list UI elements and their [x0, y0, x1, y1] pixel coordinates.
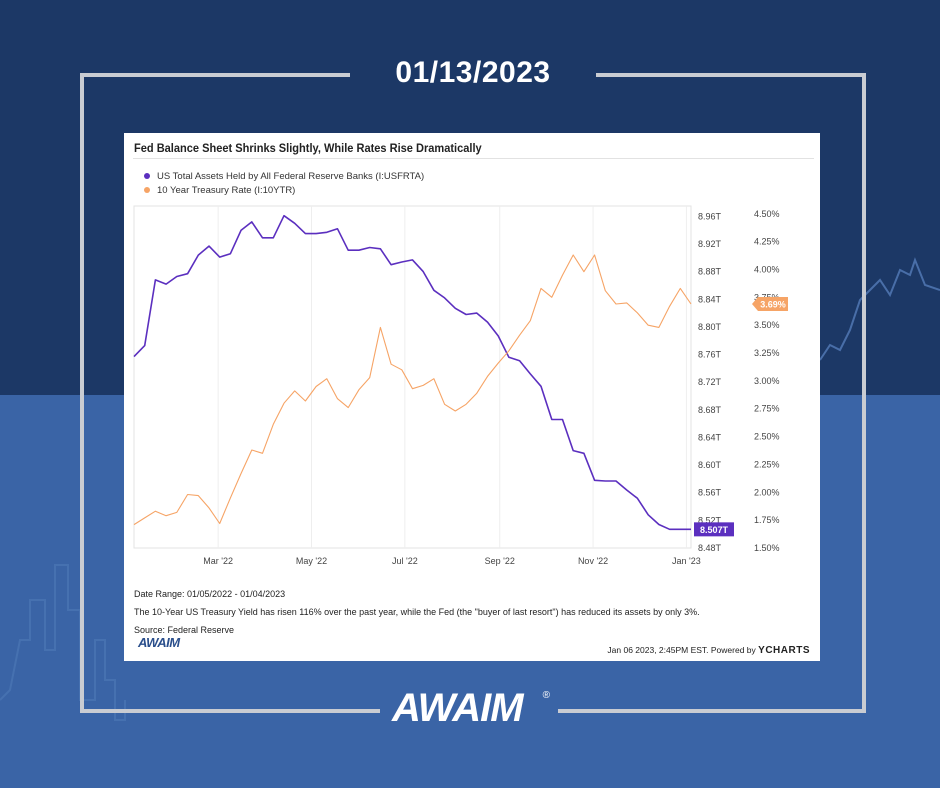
y-left-tick-label: 8.56T — [698, 488, 722, 498]
plot-border — [133, 205, 692, 549]
x-tick-label: Mar '22 — [203, 556, 233, 566]
series-line-rate — [133, 254, 692, 526]
legend-item-assets[interactable]: US Total Assets Held by All Federal Rese… — [144, 169, 424, 183]
date-range-text: Date Range: 01/05/2022 - 01/04/2023 — [134, 589, 286, 599]
y-left-tick-label: 8.60T — [698, 460, 722, 470]
frame-gap-top — [350, 66, 596, 82]
legend-item-rate[interactable]: 10 Year Treasury Rate (I:10YTR) — [144, 183, 424, 197]
y-right-tick-label: 4.50% — [754, 209, 780, 219]
y-right-tick-label: 3.50% — [754, 320, 780, 330]
legend-label-assets: US Total Assets Held by All Federal Rese… — [157, 170, 425, 182]
chart-footnotes: Date Range: 01/05/2022 - 01/04/2023 The … — [134, 585, 700, 639]
title-divider — [133, 158, 814, 159]
y-right-tick-label: 3.25% — [754, 348, 780, 358]
legend-label-rate: 10 Year Treasury Rate (I:10YTR) — [157, 184, 296, 196]
source-text: Source: Federal Reserve — [134, 625, 235, 635]
last-value-badge-assets — [694, 522, 734, 537]
y-left-tick-label: 8.76T — [698, 350, 722, 360]
chart-legend: US Total Assets Held by All Federal Rese… — [144, 169, 424, 197]
x-tick-label: Sep '22 — [485, 556, 515, 566]
y-right-tick-label: 2.25% — [754, 459, 780, 469]
y-left-tick-label: 8.88T — [698, 267, 722, 277]
y-right-tick-label: 2.75% — [754, 404, 780, 414]
y-left-tick-label: 8.92T — [698, 239, 722, 249]
y-left-tick-label: 8.52T — [698, 515, 722, 525]
legend-dot-assets-icon — [144, 173, 150, 179]
chart-note-text: The 10-Year US Treasury Yield has risen … — [134, 607, 700, 617]
y-right-tick-label: 3.00% — [754, 376, 780, 386]
y-right-tick-label: 2.00% — [754, 487, 780, 497]
y-left-tick-label: 8.64T — [698, 432, 722, 442]
chart-title: Fed Balance Sheet Shrinks Slightly, Whil… — [134, 141, 482, 155]
last-value-label-rate: 3.69% — [760, 300, 786, 310]
y-left-tick-label: 8.48T — [698, 543, 722, 553]
y-right-tick-label: 1.50% — [754, 543, 780, 553]
x-tick-label: Jul '22 — [392, 556, 418, 566]
awaim-brand-logo: AWAIM ® — [392, 686, 552, 736]
x-tick-label: May '22 — [296, 556, 327, 566]
y-right-tick-label: 4.00% — [754, 264, 780, 274]
y-left-tick-label: 8.72T — [698, 377, 722, 387]
y-right-tick-label: 2.50% — [754, 432, 780, 442]
legend-dot-rate-icon — [144, 187, 150, 193]
series-line-assets — [133, 214, 691, 531]
chart-plot: Mar '22 May '22 Jul '22 Sep '22 Nov '22 Jan '… — [133, 205, 788, 566]
powered-by: Jan 06 2023, 2:45PM EST. Powered by YCHA… — [607, 645, 810, 656]
last-value-badge-rate — [752, 297, 788, 312]
chart-card: Fed Balance Sheet Shrinks Slightly, Whil… — [124, 133, 820, 661]
frame-gap-bottom — [380, 702, 558, 722]
registered-mark: ® — [542, 690, 550, 701]
y-left-tick-label: 8.68T — [698, 405, 722, 415]
y-right-tick-label: 1.75% — [754, 515, 780, 525]
x-tick-label: Nov '22 — [578, 556, 608, 566]
ycharts-logo[interactable]: YCHARTS — [758, 645, 810, 656]
y-left-tick-label: 8.96T — [698, 211, 722, 221]
timestamp-text: Jan 06 2023, 2:45PM EST. Powered by — [607, 645, 756, 655]
y-left-tick-label: 8.80T — [698, 322, 722, 332]
y-right-tick-label: 4.25% — [754, 237, 780, 247]
last-value-label-assets: 8.507T — [700, 525, 729, 535]
awaim-brand-text: AWAIM — [392, 686, 524, 730]
y-left-tick-label: 8.84T — [698, 294, 722, 304]
page-date-title: 01/13/2023 — [395, 56, 551, 89]
awaim-small-logo: AWAIM — [138, 635, 180, 650]
x-tick-label: Jan '23 — [672, 556, 701, 566]
